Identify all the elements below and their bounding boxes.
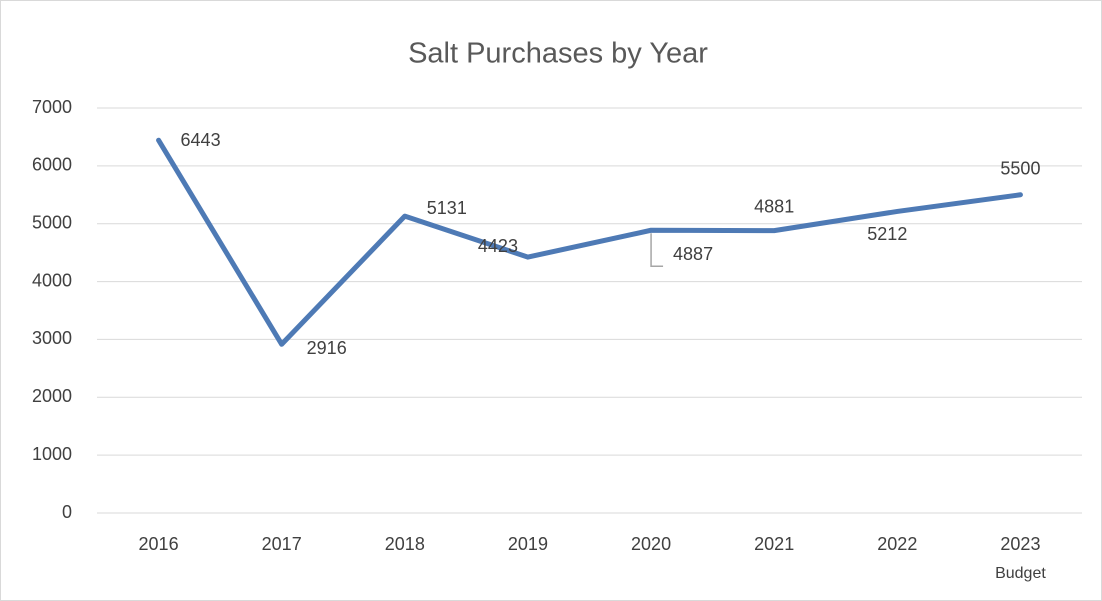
data-label: 2916	[307, 338, 347, 358]
data-label: 4887	[673, 244, 713, 264]
x-tick-label: 2018	[385, 534, 425, 554]
y-tick-label: 4000	[32, 270, 72, 290]
data-label: 4881	[754, 196, 794, 216]
x-tick-label: 2022	[877, 534, 917, 554]
data-label: 6443	[181, 130, 221, 150]
x-tick-label: 2021	[754, 534, 794, 554]
x-tick-label: 2023 Budget	[995, 534, 1046, 582]
leader-line	[650, 233, 664, 268]
x-tick-label: 2019	[508, 534, 548, 554]
data-label: 5131	[427, 198, 467, 218]
x-tick-label: 2020	[631, 534, 671, 554]
line-series	[156, 137, 1023, 347]
y-tick-label: 3000	[32, 328, 72, 348]
y-tick-label: 1000	[32, 444, 72, 464]
y-tick-label: 5000	[32, 212, 72, 232]
data-label: 5500	[1000, 159, 1040, 179]
y-tick-label: 0	[62, 502, 72, 522]
data-label: 5212	[867, 224, 907, 244]
chart-title: Salt Purchases by Year	[408, 38, 708, 70]
x-tick-label: 2016	[139, 534, 179, 554]
x-tick-label: 2017	[262, 534, 302, 554]
y-tick-label: 2000	[32, 386, 72, 406]
y-tick-label: 7000	[32, 97, 72, 117]
data-label: 4423	[478, 236, 518, 256]
y-tick-label: 6000	[32, 155, 72, 175]
